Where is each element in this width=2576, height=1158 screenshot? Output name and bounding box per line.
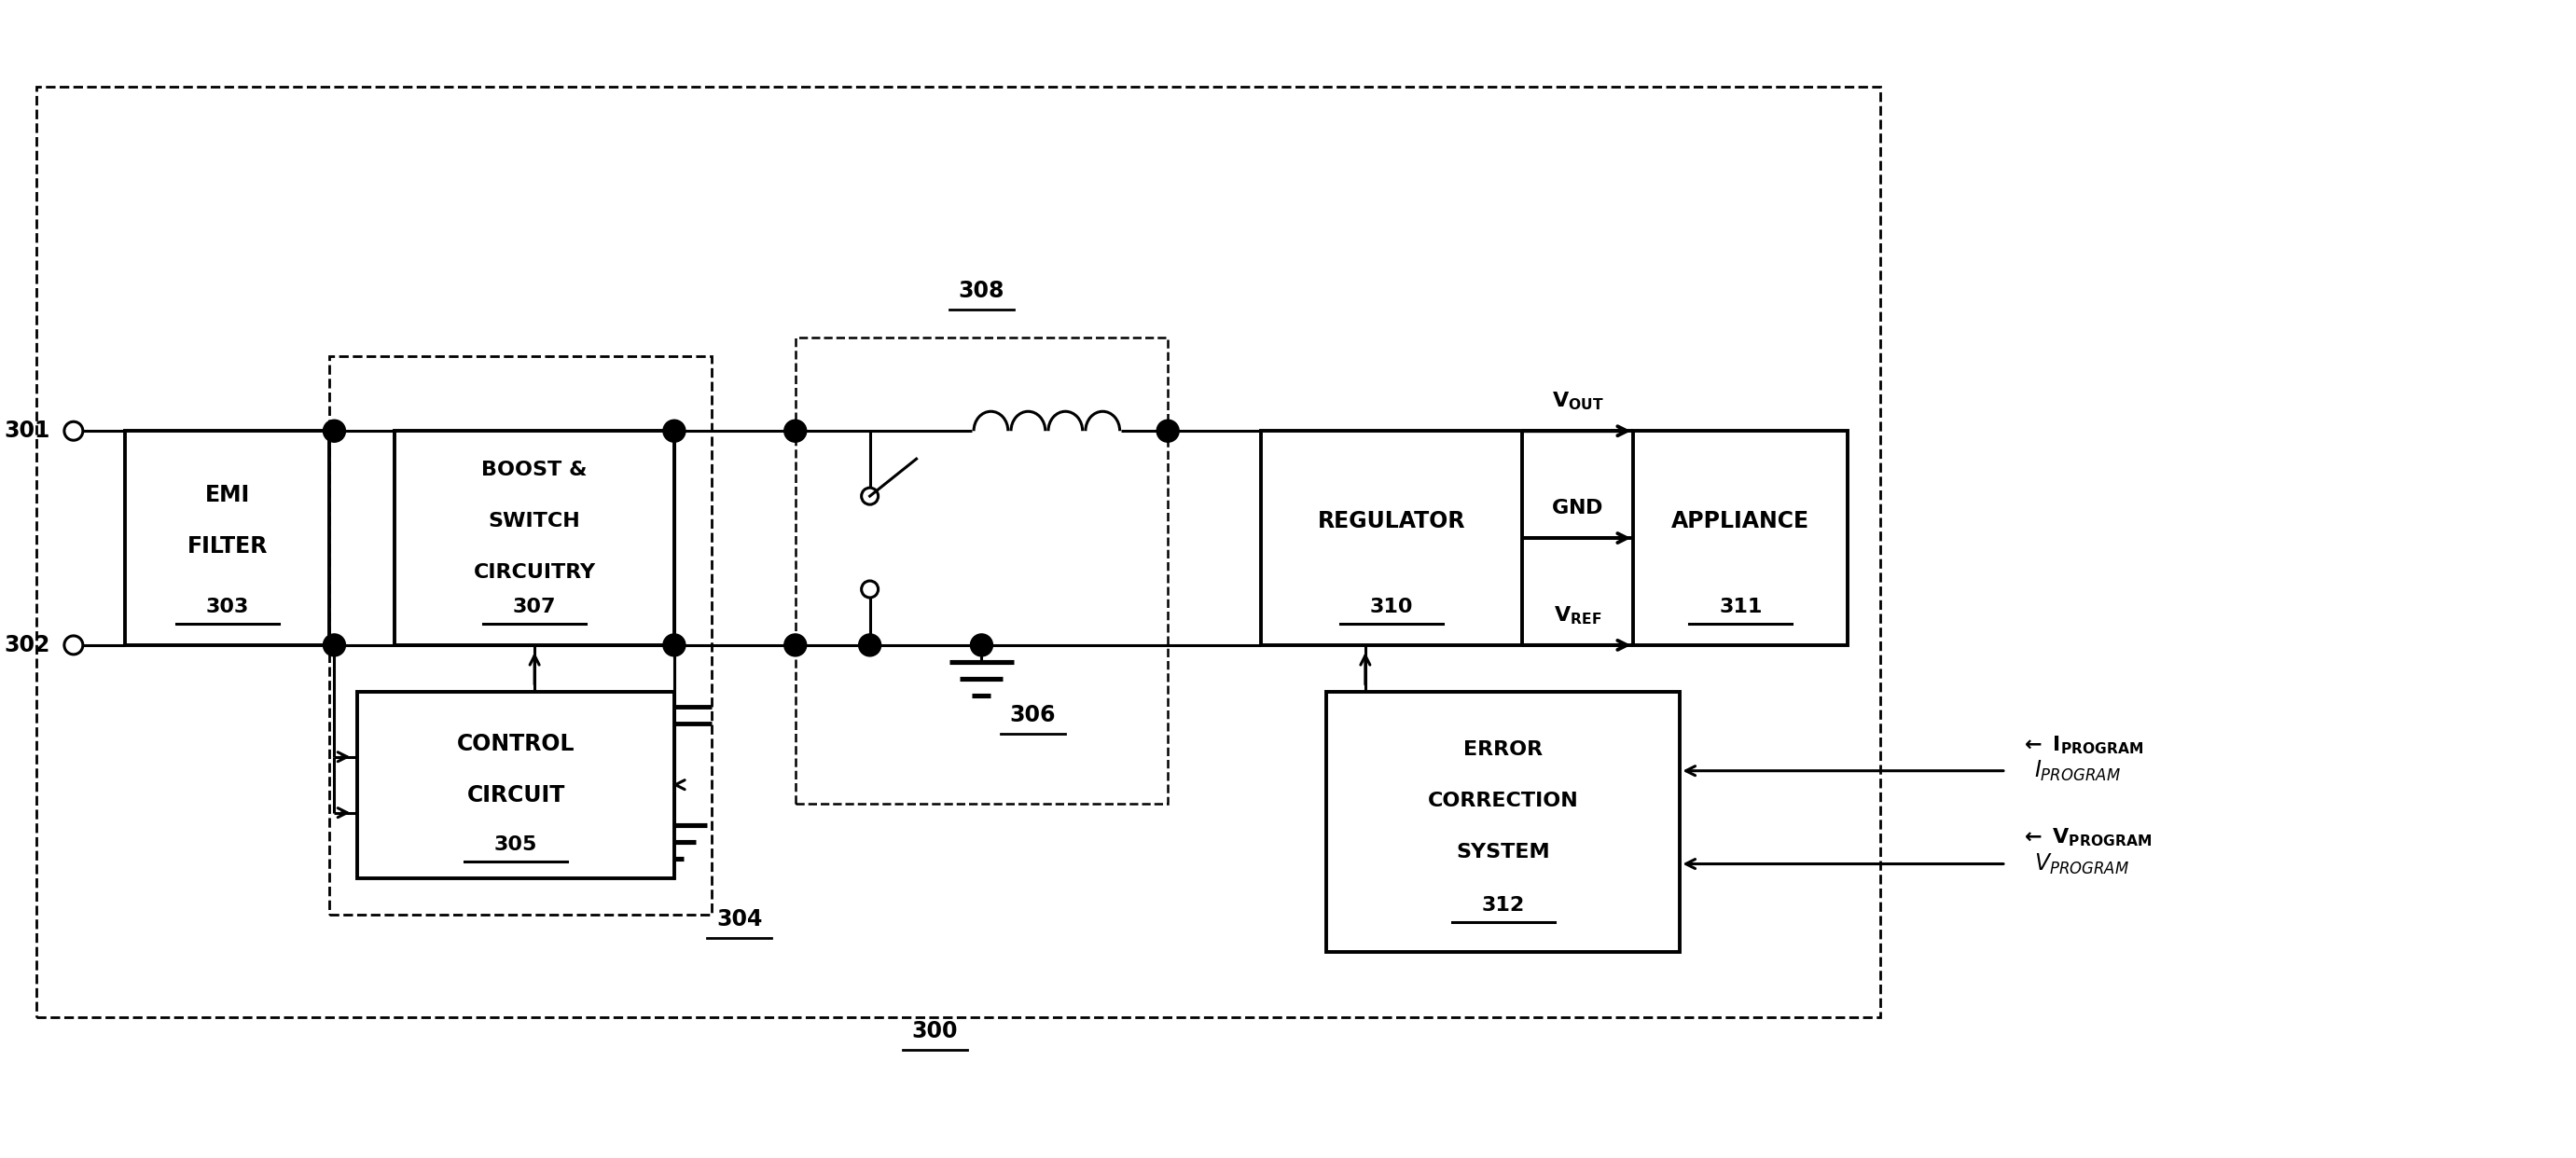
Circle shape — [1157, 420, 1180, 442]
Text: $\mathbf{\leftarrow}\ \mathbf{I_{PROGRAM}}$: $\mathbf{\leftarrow}\ \mathbf{I_{PROGRAM… — [2020, 734, 2143, 756]
Bar — [124, 431, 330, 645]
Text: $\mathbf{GND}$: $\mathbf{GND}$ — [1551, 499, 1605, 518]
Circle shape — [971, 633, 992, 657]
Text: $\mathbf{V_{OUT}}$: $\mathbf{V_{OUT}}$ — [1551, 390, 1605, 412]
Text: $\mathbf{V_{REF}}$: $\mathbf{V_{REF}}$ — [1553, 604, 1602, 626]
Text: $I_{PROGRAM}$: $I_{PROGRAM}$ — [2035, 758, 2120, 783]
Text: 308: 308 — [958, 280, 1005, 302]
Text: CORRECTION: CORRECTION — [1427, 792, 1579, 811]
Circle shape — [858, 633, 881, 657]
Bar — [358, 691, 675, 878]
Text: $V_{PROGRAM}$: $V_{PROGRAM}$ — [2035, 851, 2130, 877]
Bar — [796, 338, 1167, 804]
Text: 312: 312 — [1481, 896, 1525, 915]
Text: $\mathbf{\leftarrow}\ \mathbf{V_{PROGRAM}}$: $\mathbf{\leftarrow}\ \mathbf{V_{PROGRAM… — [2020, 827, 2151, 849]
Text: 307: 307 — [513, 598, 556, 616]
Text: FILTER: FILTER — [188, 535, 268, 558]
Bar — [394, 431, 675, 645]
Text: REGULATOR: REGULATOR — [1316, 510, 1466, 532]
Circle shape — [662, 420, 685, 442]
Text: 310: 310 — [1370, 598, 1414, 616]
Text: 301: 301 — [5, 420, 52, 442]
Bar — [36, 87, 1880, 1018]
Bar — [1327, 691, 1680, 952]
Bar — [1633, 431, 1847, 645]
Text: ERROR: ERROR — [1463, 741, 1543, 760]
Circle shape — [322, 633, 345, 657]
Text: SWITCH: SWITCH — [489, 512, 580, 530]
Text: 303: 303 — [206, 598, 250, 616]
Text: EMI: EMI — [204, 484, 250, 506]
Text: 311: 311 — [1718, 598, 1762, 616]
Text: 304: 304 — [716, 909, 762, 931]
Circle shape — [662, 633, 685, 657]
Text: APPLIANCE: APPLIANCE — [1672, 510, 1811, 532]
Text: BOOST &: BOOST & — [482, 461, 587, 479]
Bar — [330, 357, 711, 915]
Text: CIRCUIT: CIRCUIT — [466, 784, 564, 807]
Bar — [1262, 431, 1522, 645]
Text: 302: 302 — [5, 633, 52, 657]
Text: SYSTEM: SYSTEM — [1455, 843, 1551, 862]
Text: 305: 305 — [495, 835, 538, 853]
Text: 300: 300 — [912, 1020, 958, 1042]
Text: 306: 306 — [1010, 704, 1056, 726]
Text: CONTROL: CONTROL — [456, 733, 574, 755]
Circle shape — [783, 633, 806, 657]
Circle shape — [322, 420, 345, 442]
Text: CIRCUITRY: CIRCUITRY — [474, 563, 595, 581]
Circle shape — [783, 420, 806, 442]
